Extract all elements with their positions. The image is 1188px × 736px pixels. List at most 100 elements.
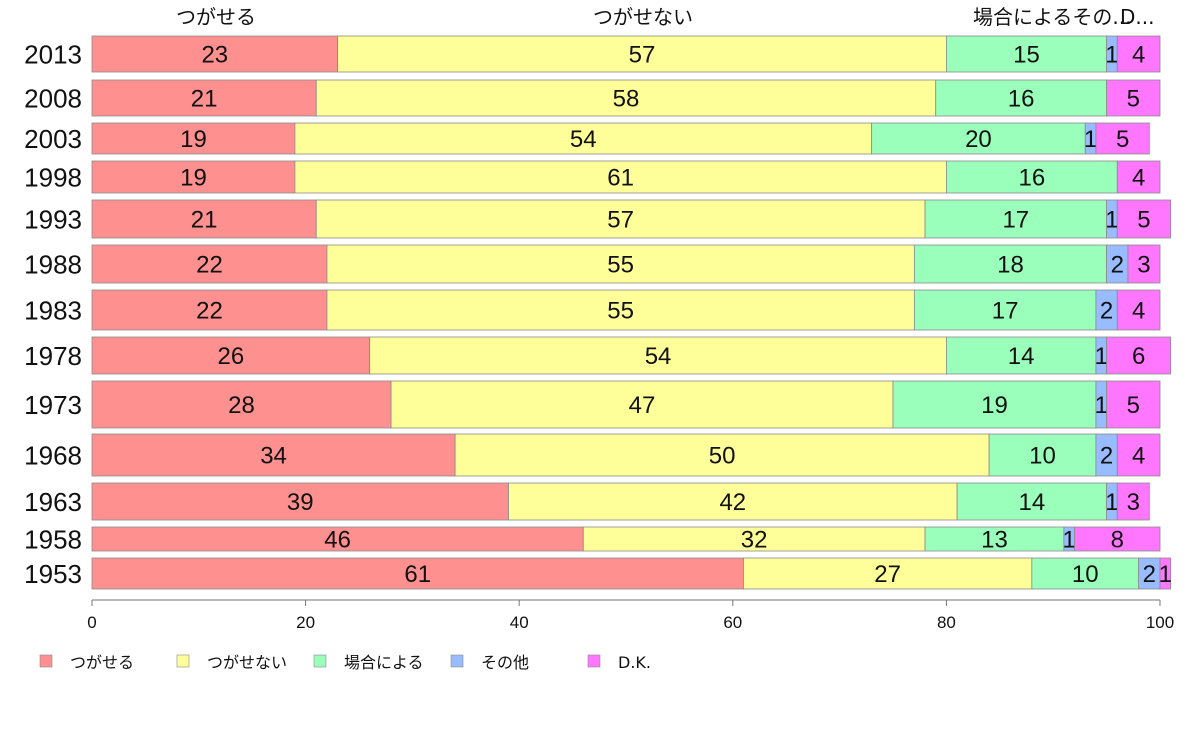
data-label-1953-s4: 1 <box>1159 561 1172 588</box>
data-label-2008-s4: 5 <box>1127 86 1140 113</box>
bar-segment-1978-s1 <box>369 336 947 375</box>
data-label-1968-s4: 4 <box>1132 443 1145 470</box>
bar-segment-1983-s0 <box>91 289 328 331</box>
y-tick-label-2003: 2003 <box>24 124 82 154</box>
data-label-2013-s3: 1 <box>1105 42 1118 69</box>
y-tick-label-1988: 1988 <box>24 250 82 280</box>
bar-segment-1953-s4 <box>1159 557 1172 590</box>
bar-segment-1988-s2 <box>913 244 1107 284</box>
legend: つがせる つがせない 場合による その他 D.K. <box>39 653 651 672</box>
bar-segment-1973-s0 <box>91 380 392 429</box>
x-tick-label-40: 40 <box>510 613 529 632</box>
data-label-1963-s2: 14 <box>1018 489 1045 516</box>
bar-segment-1958-s1 <box>582 526 926 552</box>
data-label-1983-s1: 55 <box>607 298 634 325</box>
data-label-2008-s2: 16 <box>1008 86 1035 113</box>
bar-segment-1978-s4 <box>1106 336 1172 375</box>
bar-segment-1993-s4 <box>1116 199 1172 239</box>
data-label-1968-s1: 50 <box>709 443 736 470</box>
data-label-1973-s2: 19 <box>981 392 1008 419</box>
data-label-1983-s3: 2 <box>1100 298 1113 325</box>
bar-segment-2003-s1 <box>294 122 873 155</box>
data-label-1973-s4: 5 <box>1127 392 1140 419</box>
y-tick-label-1958: 1958 <box>24 525 82 555</box>
data-label-2003-s0: 19 <box>180 126 207 153</box>
legend-swatch-2 <box>313 654 327 668</box>
data-label-1988-s3: 2 <box>1111 252 1124 279</box>
bar-segment-1953-s1 <box>743 557 1033 590</box>
top-series-labels: つがせる つがせない 場合によるその...D... <box>176 5 1154 29</box>
data-label-1973-s0: 28 <box>228 392 255 419</box>
data-label-2003-s1: 54 <box>570 126 597 153</box>
bars-layer: 23 57 15 1 421 58 16 519 54 20 1 519 61 16 421 57 17 1 522… <box>91 35 1172 590</box>
x-tick-label-0: 0 <box>87 613 96 632</box>
data-label-1953-s0: 61 <box>404 561 431 588</box>
data-label-1968-s3: 2 <box>1100 443 1113 470</box>
data-label-1973-s3: 1 <box>1095 392 1108 419</box>
data-label-1983-s4: 4 <box>1132 298 1145 325</box>
data-label-1983-s2: 17 <box>992 298 1019 325</box>
y-tick-label-1998: 1998 <box>24 163 82 193</box>
top-label-1: つがせない <box>593 5 693 29</box>
bar-segment-1993-s2 <box>924 199 1107 239</box>
data-label-1953-s3: 2 <box>1143 561 1156 588</box>
x-tick-label-20: 20 <box>296 613 315 632</box>
bar-segment-1963-s2 <box>956 482 1108 521</box>
data-label-1963-s3: 1 <box>1105 489 1118 516</box>
bar-segment-1988-s0 <box>91 244 328 284</box>
bar-segment-1993-s1 <box>315 199 926 239</box>
data-label-1963-s0: 39 <box>287 489 314 516</box>
data-label-1963-s1: 42 <box>719 489 746 516</box>
y-tick-label-1953: 1953 <box>24 559 82 589</box>
data-label-1988-s0: 22 <box>196 252 223 279</box>
bar-segment-1993-s0 <box>91 199 317 239</box>
y-tick-labels: 2013 2008 2003 1998 1993 1988 1983 1978 1973 1968… <box>24 40 82 590</box>
data-label-1978-s2: 14 <box>1008 343 1035 370</box>
y-tick-label-2008: 2008 <box>24 84 82 114</box>
data-label-2013-s0: 23 <box>201 42 228 69</box>
bar-segment-2003-s4 <box>1095 122 1150 155</box>
bar-segment-1988-s1 <box>326 244 915 284</box>
bar-segment-1963-s0 <box>91 482 509 521</box>
bar-segment-1968-s1 <box>454 433 990 477</box>
bar-segment-2008-s4 <box>1106 79 1161 117</box>
data-label-1988-s2: 18 <box>997 252 1024 279</box>
data-label-1973-s1: 47 <box>629 392 656 419</box>
bar-segment-1973-s2 <box>892 380 1097 429</box>
y-tick-label-1968: 1968 <box>24 441 82 471</box>
data-label-2013-s2: 15 <box>1013 42 1040 69</box>
bar-segment-2013-s0 <box>91 35 339 73</box>
data-label-1958-s3: 1 <box>1063 527 1076 554</box>
x-tick-label-80: 80 <box>937 613 956 632</box>
bar-segment-1973-s4 <box>1106 380 1161 429</box>
bar-segment-1963-s1 <box>508 482 958 521</box>
y-tick-label-1983: 1983 <box>24 296 82 326</box>
bar-segment-1983-s1 <box>326 289 915 331</box>
y-tick-label-1973: 1973 <box>24 390 82 420</box>
data-label-1978-s1: 54 <box>645 343 672 370</box>
y-tick-label-1978: 1978 <box>24 341 82 371</box>
bar-segment-1988-s4 <box>1127 244 1161 284</box>
data-label-1978-s3: 1 <box>1095 343 1108 370</box>
data-label-1993-s4: 5 <box>1137 207 1150 234</box>
data-label-2013-s4: 4 <box>1132 42 1145 69</box>
bar-segment-1983-s4 <box>1116 289 1161 331</box>
bar-segment-1953-s2 <box>1031 557 1140 590</box>
data-label-1958-s1: 32 <box>741 527 768 554</box>
data-label-1988-s1: 55 <box>607 252 634 279</box>
bar-segment-1998-s4 <box>1116 160 1161 194</box>
top-label-2: 場合によるその... <box>973 5 1131 29</box>
data-label-1963-s4: 3 <box>1127 489 1140 516</box>
legend-label-0: つがせる <box>70 653 134 672</box>
x-axis: 0 20 40 60 80 100 <box>87 599 1174 632</box>
bar-segment-2008-s0 <box>91 79 317 117</box>
data-label-1998-s4: 4 <box>1132 165 1145 192</box>
bar-segment-1978-s0 <box>91 336 371 375</box>
data-label-1998-s2: 16 <box>1018 165 1045 192</box>
legend-swatch-0 <box>39 654 53 668</box>
data-label-1978-s0: 26 <box>217 343 244 370</box>
data-label-2003-s3: 1 <box>1084 126 1097 153</box>
legend-swatch-1 <box>176 654 190 668</box>
y-tick-label-2013: 2013 <box>24 40 82 70</box>
